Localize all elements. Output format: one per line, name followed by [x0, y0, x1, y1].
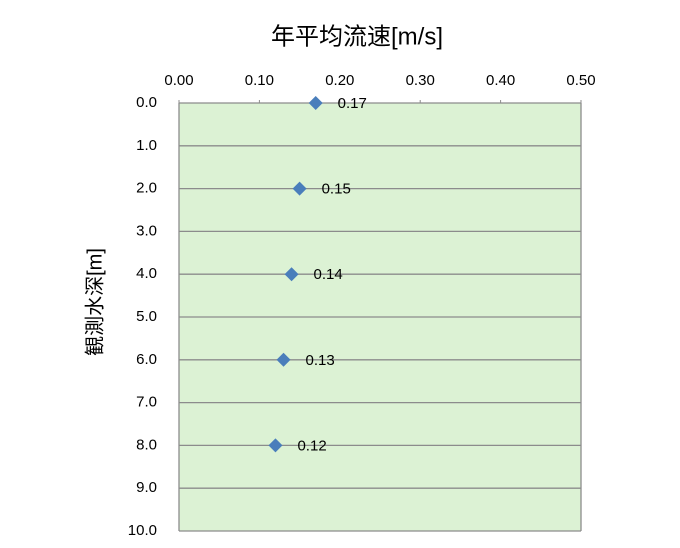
y-tick-label: 9.0 [136, 479, 157, 496]
x-tick-label: 0.10 [245, 72, 274, 89]
data-label: 0.15 [322, 181, 351, 198]
y-tick-label: 3.0 [136, 222, 157, 239]
data-label: 0.17 [338, 95, 367, 112]
y-tick-label: 0.0 [136, 94, 157, 111]
y-tick-label: 5.0 [136, 308, 157, 325]
y-tick-label: 2.0 [136, 180, 157, 197]
data-label: 0.14 [314, 266, 343, 283]
x-tick-label: 0.00 [164, 72, 193, 89]
y-axis-label: 観測水深[m] [83, 248, 106, 356]
y-tick-label: 1.0 [136, 137, 157, 154]
y-tick-label: 6.0 [136, 351, 157, 368]
x-tick-label: 0.20 [325, 72, 354, 89]
y-tick-label: 8.0 [136, 436, 157, 453]
chart-title: 年平均流速[m/s] [271, 23, 443, 50]
marker [292, 181, 307, 196]
marker [308, 96, 323, 110]
x-tick-label: 0.30 [406, 72, 435, 89]
data-label: 0.13 [306, 352, 335, 369]
x-tick-label: 0.50 [566, 72, 595, 89]
marker [284, 267, 299, 282]
marker [276, 352, 291, 367]
y-tick-label: 10.0 [128, 522, 157, 539]
data-label: 0.12 [297, 437, 326, 454]
x-tick-label: 0.40 [486, 72, 515, 89]
y-tick-label: 7.0 [136, 394, 157, 411]
marker [268, 438, 283, 453]
y-tick-label: 4.0 [136, 265, 157, 282]
